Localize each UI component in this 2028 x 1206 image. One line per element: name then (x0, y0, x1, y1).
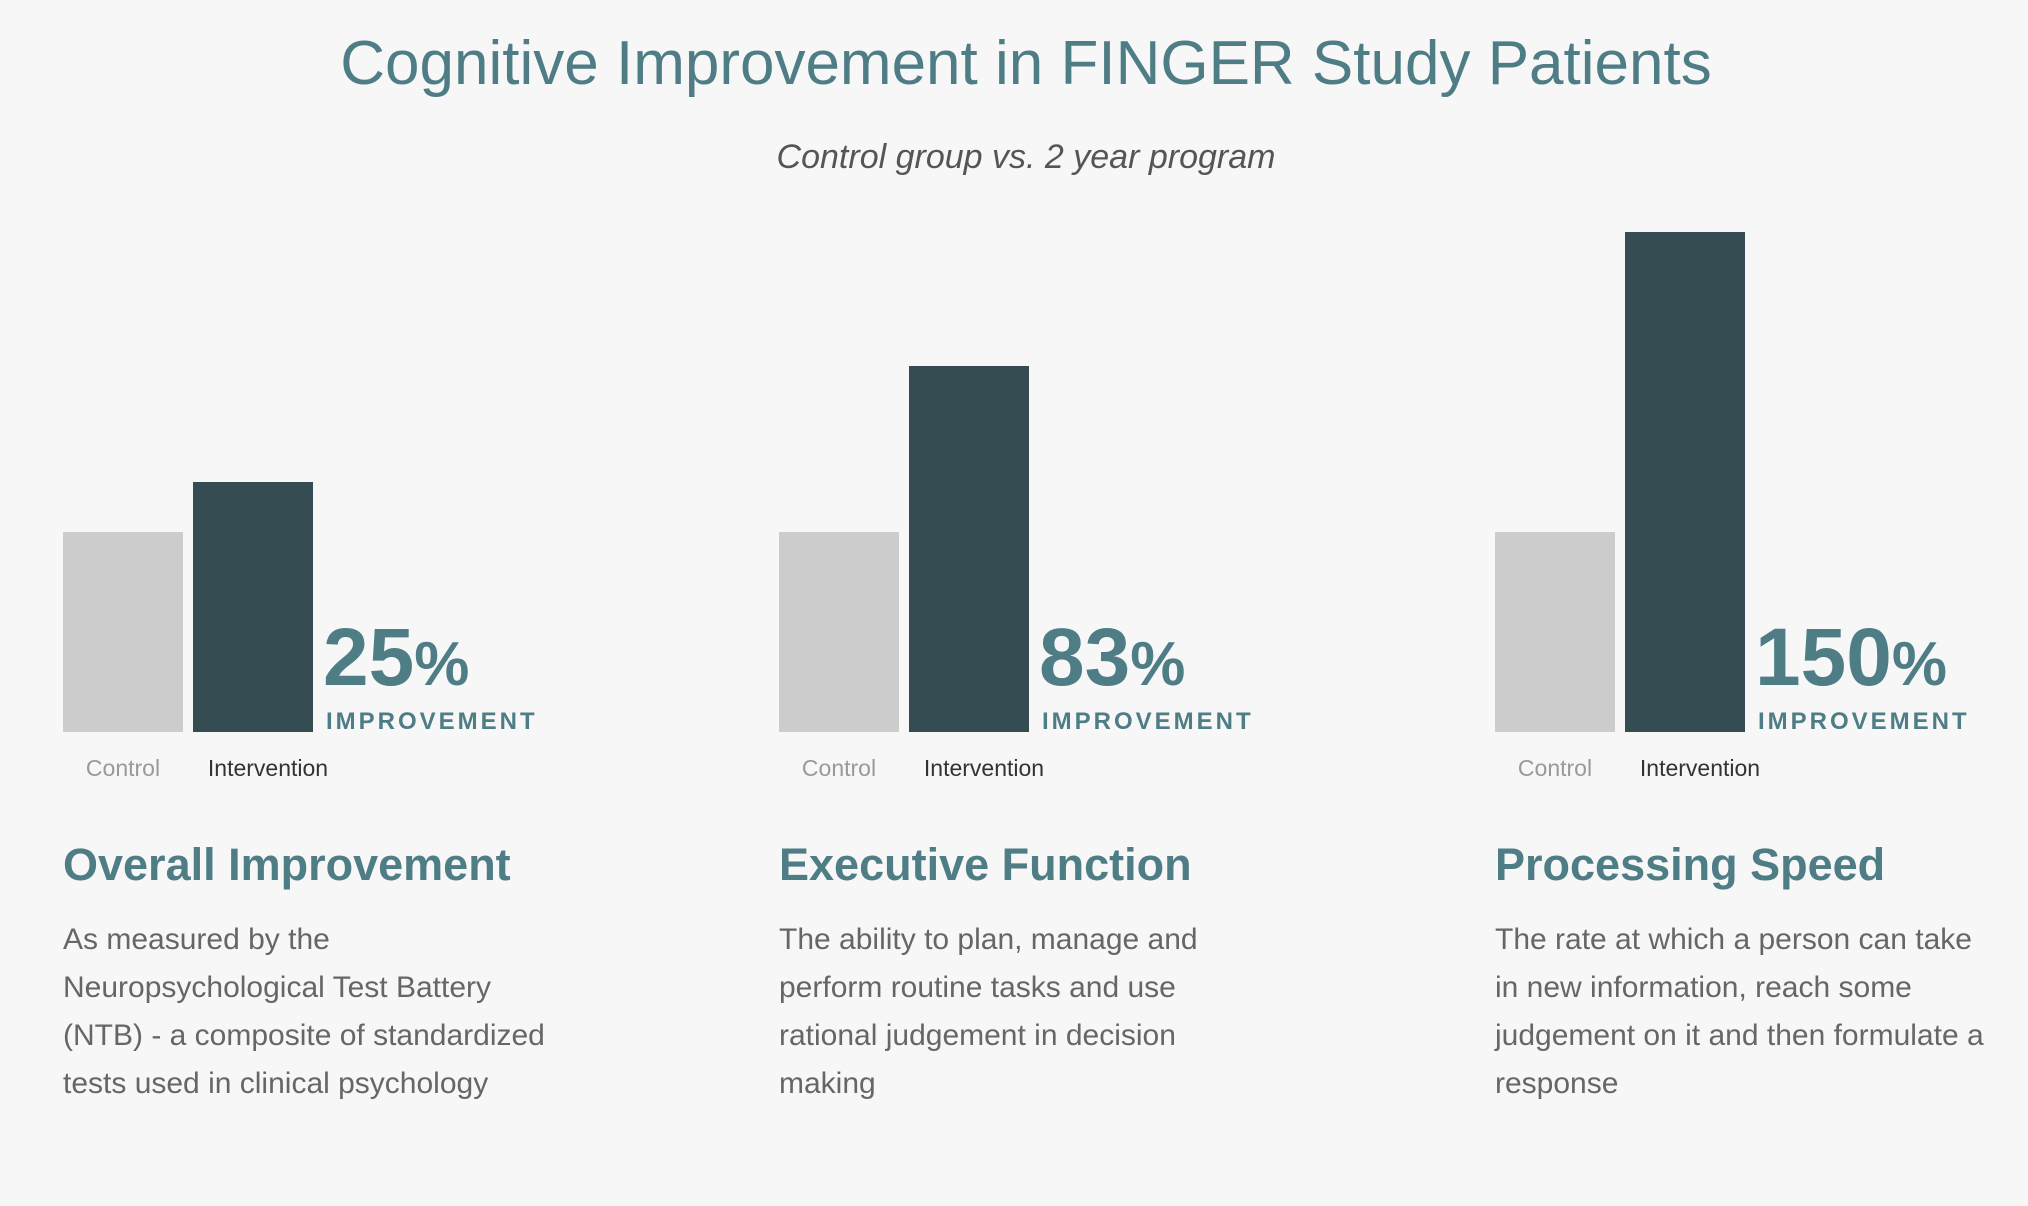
improvement-percent: 83% (1039, 608, 1185, 715)
category-label-control: Control (85, 755, 161, 781)
category-label-control: Control (1517, 755, 1593, 781)
improvement-value: 83 (1039, 612, 1131, 703)
chart-description: The rate at which a person can take in n… (1495, 923, 1984, 1100)
improvement-unit: % (414, 630, 470, 699)
improvement-unit: % (1130, 630, 1186, 699)
bar-control (1495, 532, 1615, 732)
category-label-intervention: Intervention (207, 755, 329, 781)
bar-control (63, 532, 183, 732)
bar-intervention (1625, 232, 1745, 732)
improvement-percent: 150% (1755, 608, 1947, 715)
page-subtitle: Control group vs. 2 year program (776, 138, 1276, 176)
chart-description: The ability to plan, manage and perform … (779, 923, 1198, 1100)
chart-title: Executive Function (779, 839, 1192, 890)
chart-panel-executive: 83% IMPROVEMENT Control Intervention Exe… (767, 0, 1407, 1206)
chart-panel-overall: 25% IMPROVEMENT Control Intervention Ove… (51, 0, 691, 1206)
bar-intervention (193, 482, 313, 732)
chart-description: As measured by the Neuropsychological Te… (63, 923, 545, 1100)
chart-title: Processing Speed (1495, 839, 1886, 890)
bar-intervention (909, 366, 1029, 732)
category-label-intervention: Intervention (923, 755, 1045, 781)
chart-panel-processing: 150% IMPROVEMENT Control Intervention Pr… (1483, 0, 2028, 1206)
improvement-unit: % (1891, 630, 1947, 699)
improvement-value: 25 (323, 612, 415, 703)
improvement-label: IMPROVEMENT (326, 708, 538, 735)
chart-title: Overall Improvement (63, 839, 511, 890)
improvement-percent: 25% (323, 608, 469, 715)
page-title: Cognitive Improvement in FINGER Study Pa… (340, 29, 1712, 98)
improvement-label: IMPROVEMENT (1758, 708, 1970, 735)
category-label-intervention: Intervention (1639, 755, 1761, 781)
improvement-label: IMPROVEMENT (1042, 708, 1254, 735)
improvement-value: 150 (1755, 612, 1892, 703)
bar-control (779, 532, 899, 732)
category-label-control: Control (801, 755, 877, 781)
